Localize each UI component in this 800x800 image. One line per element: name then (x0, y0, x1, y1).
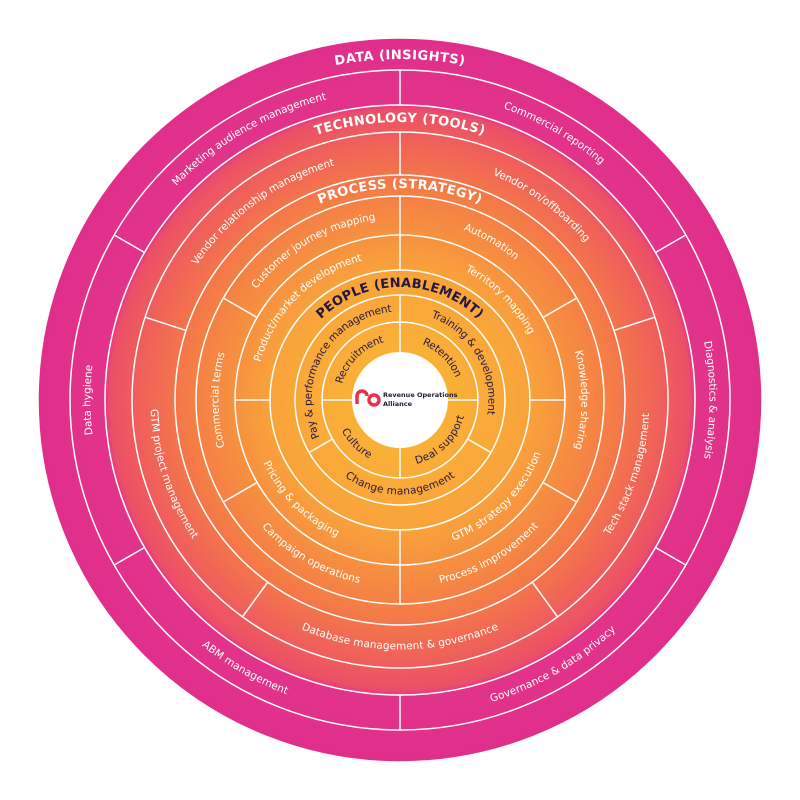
segment-divider (222, 297, 258, 319)
ring-border (37, 37, 763, 763)
segment-divider (467, 438, 492, 454)
segment-divider (655, 546, 687, 566)
segment-divider (542, 481, 578, 503)
ring-title: DATA (INSIGHTS) (333, 47, 466, 68)
ring-lines (37, 37, 763, 763)
segment-divider (308, 438, 333, 454)
segment-divider (542, 297, 578, 319)
logo-icon (355, 389, 381, 407)
segment-divider (531, 581, 559, 618)
logo-text: Revenue Operations (383, 391, 458, 399)
segment-divider (113, 234, 145, 254)
segment-divider (241, 581, 269, 618)
segment-divider (655, 234, 687, 254)
segment-divider (613, 316, 656, 332)
segment-divider (144, 316, 187, 332)
logo-text: Alliance (383, 400, 413, 408)
segment-divider (113, 546, 145, 566)
center (352, 352, 448, 448)
segment-label: Data hygiene (81, 364, 95, 436)
segment-divider (222, 481, 258, 503)
label-path: DATA (INSIGHTS) (333, 47, 466, 68)
label-path: Data hygiene (81, 364, 95, 436)
